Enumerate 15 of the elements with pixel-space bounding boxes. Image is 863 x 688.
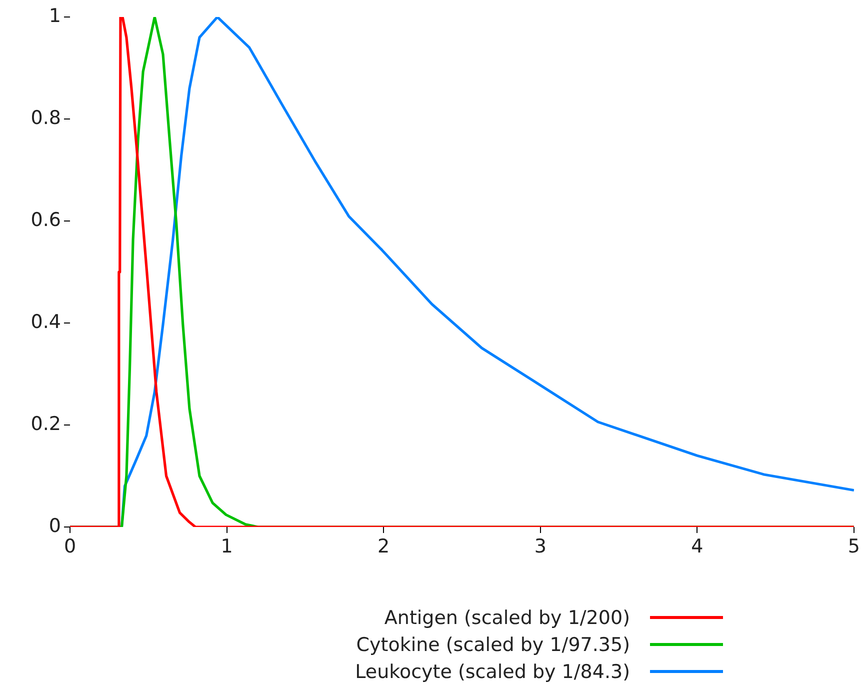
x-tick-label: 5 bbox=[848, 535, 860, 558]
x-tick-label: 2 bbox=[378, 535, 390, 558]
x-tick-label: 0 bbox=[64, 535, 76, 558]
legend-label: Leukocyte (scaled by 1/84.3) bbox=[355, 660, 630, 682]
y-tick-label: 0 bbox=[48, 514, 61, 537]
legend-label: Antigen (scaled by 1/200) bbox=[384, 606, 630, 628]
y-tick-label: 0.2 bbox=[30, 412, 61, 435]
x-tick-label: 3 bbox=[534, 535, 546, 558]
y-tick-label: 0.8 bbox=[30, 106, 61, 129]
y-tick-label: 0.6 bbox=[30, 208, 61, 231]
legend-label: Cytokine (scaled by 1/97.35) bbox=[356, 634, 630, 656]
x-tick-label: 4 bbox=[691, 535, 704, 558]
y-tick-label: 1 bbox=[48, 4, 61, 27]
y-tick-label: 0.4 bbox=[30, 310, 61, 333]
x-tick-label: 1 bbox=[220, 535, 233, 558]
